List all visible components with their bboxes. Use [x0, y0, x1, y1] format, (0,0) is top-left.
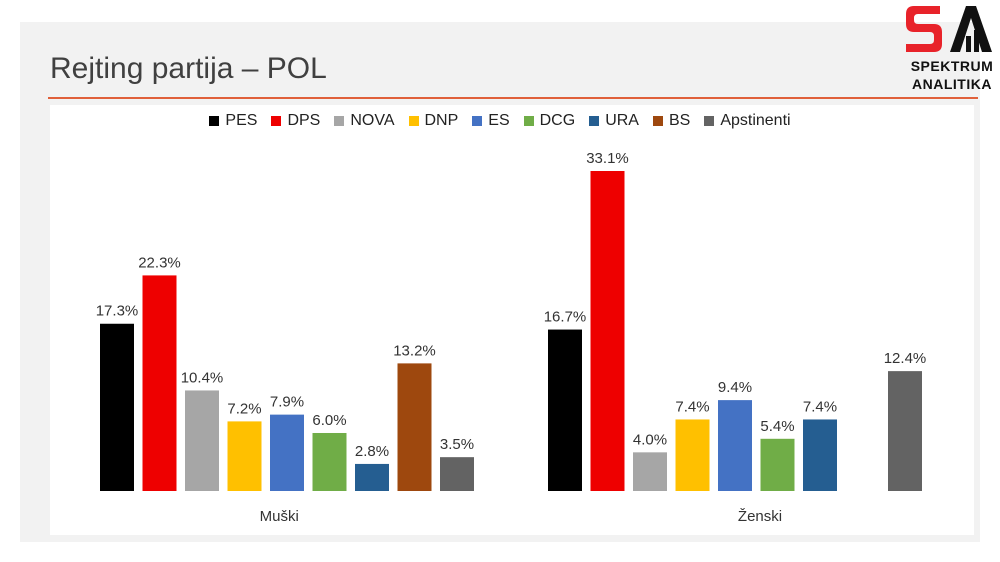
legend-item-apstinenti: Apstinenti: [704, 112, 791, 130]
data-label: 4.0%: [633, 431, 667, 448]
logo-text-line2: ANALITIKA: [912, 76, 992, 92]
legend-label: Apstinenti: [720, 112, 791, 129]
data-label: 33.1%: [586, 150, 629, 167]
legend-label: DNP: [424, 112, 459, 129]
data-label: 3.5%: [440, 436, 474, 453]
legend-item-dps: DPS: [271, 112, 320, 130]
logo-text-line1: SPEKTRUM: [910, 58, 994, 74]
bar-ura-1: [803, 419, 837, 491]
data-label: 7.4%: [675, 398, 709, 415]
bar-dcg-0: [312, 432, 347, 491]
chart-legend: PES DPS NOVA DNP ES DCG URA BS Apstinenti: [0, 112, 1000, 130]
data-label: 7.4%: [803, 398, 837, 415]
legend-item-bs: BS: [652, 112, 691, 130]
bar-dps-1: [590, 171, 625, 491]
bar-apstinenti-1: [888, 371, 922, 491]
legend-swatch: [589, 116, 600, 126]
bar-dcg-1: [760, 438, 795, 491]
legend-label: NOVA: [350, 112, 395, 129]
bar-pes-1: [548, 329, 582, 491]
data-label: 22.3%: [138, 254, 181, 271]
legend-swatch: [408, 116, 419, 126]
legend-swatch: [472, 116, 483, 126]
bar-pes-0: [100, 323, 134, 491]
data-label: 10.4%: [181, 369, 224, 386]
legend-swatch: [652, 116, 663, 126]
page-title: Rejting partija – POL: [50, 52, 327, 85]
legend-label: DPS: [287, 112, 321, 129]
legend-item-ura: URA: [589, 112, 639, 130]
bar-bs-0: [397, 363, 432, 491]
legend-swatch: [209, 116, 220, 126]
legend-swatch: [334, 116, 345, 126]
legend-swatch: [271, 116, 282, 126]
legend-label: URA: [605, 112, 639, 129]
legend-swatch: [704, 116, 715, 126]
bar-dnp-0: [227, 421, 262, 491]
bar-es-1: [718, 400, 752, 491]
data-label: 2.8%: [355, 443, 389, 460]
data-label: 5.4%: [760, 418, 794, 435]
legend-label: PES: [225, 112, 258, 129]
data-label: 16.7%: [544, 309, 587, 326]
bar-nova-1: [633, 452, 667, 491]
spektrum-analitika-logo: [900, 0, 1000, 95]
data-label: 12.4%: [884, 350, 927, 367]
legend-item-pes: PES: [209, 112, 257, 130]
bar-nova-0: [185, 390, 219, 491]
bar-es-0: [270, 414, 304, 491]
legend-label: ES: [488, 112, 510, 129]
legend-item-es: ES: [472, 112, 510, 130]
legend-swatch: [523, 116, 534, 126]
legend-label: DCG: [539, 112, 576, 129]
category-label: Muški: [260, 508, 299, 525]
title-divider: [48, 97, 978, 99]
data-label: 13.2%: [393, 342, 436, 359]
bar-dps-0: [142, 275, 177, 491]
legend-item-nova: NOVA: [334, 112, 395, 130]
data-label: 9.4%: [718, 379, 752, 396]
data-label: 7.2%: [227, 400, 261, 417]
logo-mark-icon: [906, 6, 992, 52]
bar-ura-0: [355, 463, 389, 491]
category-label: Ženski: [738, 508, 782, 525]
data-label: 6.0%: [312, 412, 346, 429]
data-label: 7.9%: [270, 394, 304, 411]
bar-apstinenti-0: [440, 457, 474, 491]
legend-item-dnp: DNP: [408, 112, 459, 130]
legend-label: BS: [668, 112, 691, 129]
legend-item-dcg: DCG: [523, 112, 576, 130]
bar-dnp-1: [675, 419, 710, 491]
data-label: 17.3%: [96, 303, 139, 320]
